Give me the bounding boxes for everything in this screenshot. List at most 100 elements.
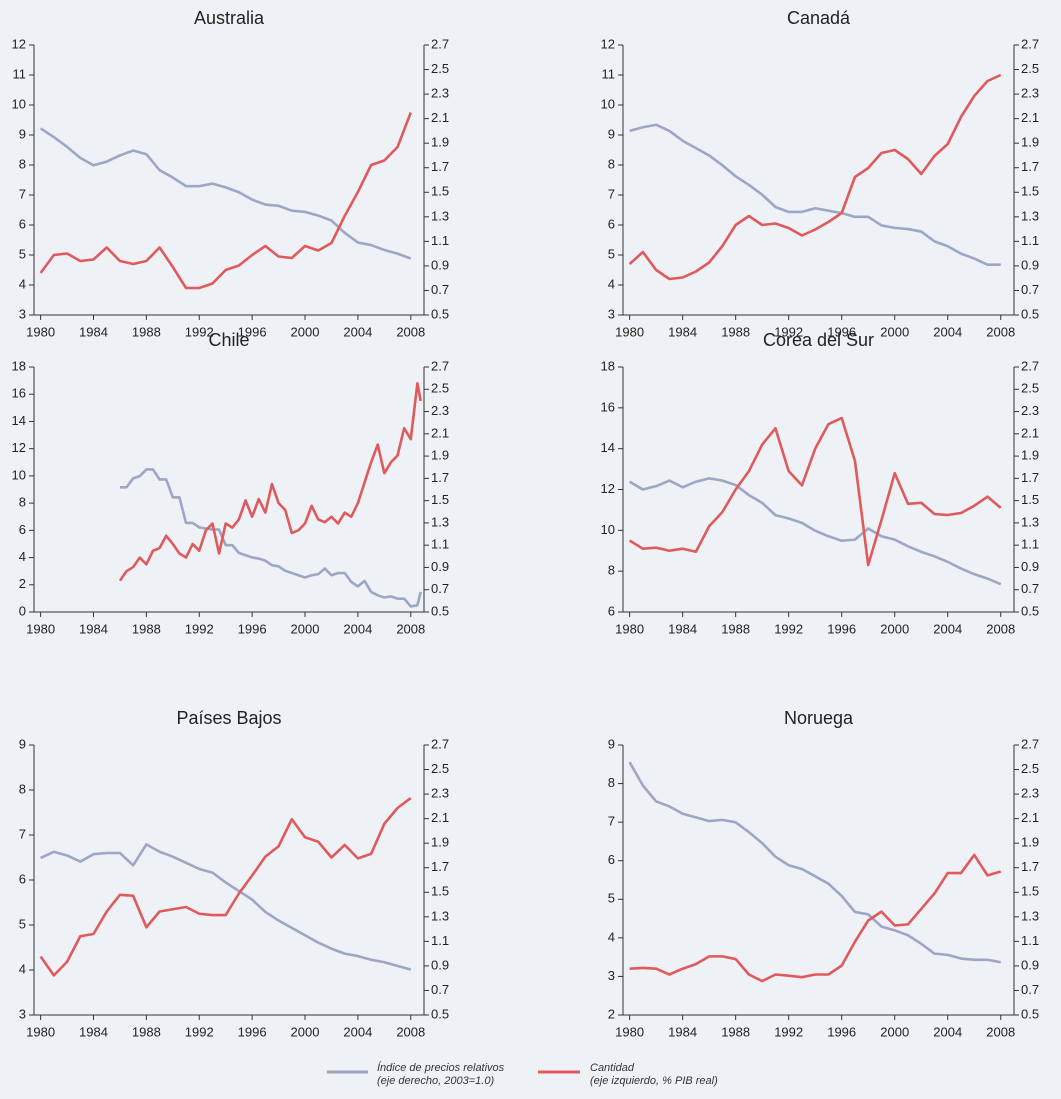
x-tick-label: 2008 [986, 1024, 1015, 1039]
y2-tick-label: 2.3 [1021, 786, 1039, 801]
y-tick-label: 8 [19, 495, 26, 510]
y-tick-label: 6 [608, 852, 615, 867]
y-tick-label: 8 [608, 563, 615, 578]
y2-tick-label: 1.7 [431, 859, 449, 874]
y2-tick-label: 0.5 [1021, 306, 1039, 321]
y2-tick-label: 2.1 [1021, 810, 1039, 825]
y2-tick-label: 1.1 [431, 233, 449, 248]
y2-tick-label: 2.5 [1021, 381, 1039, 396]
x-tick-label: 1992 [185, 324, 214, 339]
y-tick-label: 6 [608, 603, 615, 618]
y2-tick-label: 2.3 [1021, 86, 1039, 101]
data-line [628, 477, 1002, 586]
y-tick-label: 5 [608, 891, 615, 906]
y2-tick-label: 2.5 [1021, 61, 1039, 76]
x-tick-label: 2000 [291, 1024, 320, 1039]
y2-tick-label: 1.7 [1021, 859, 1039, 874]
y2-tick-label: 0.5 [431, 1006, 449, 1021]
y2-tick-label: 1.7 [1021, 470, 1039, 485]
x-tick-label: 1996 [827, 324, 856, 339]
y-tick-label: 10 [601, 96, 615, 111]
y-tick-label: 9 [608, 736, 615, 751]
y-tick-label: 7 [19, 186, 26, 201]
data-line [629, 853, 1002, 983]
x-tick-label: 1992 [185, 621, 214, 636]
legend-label: Cantidad [590, 1062, 635, 1074]
x-tick-label: 1980 [26, 1024, 55, 1039]
y2-tick-label: 2.1 [431, 110, 449, 125]
x-tick-label: 1980 [26, 324, 55, 339]
y-tick-label: 4 [608, 929, 615, 944]
y2-tick-label: 2.7 [431, 36, 449, 51]
y2-tick-label: 1.3 [1021, 514, 1039, 529]
x-tick-label: 1980 [615, 621, 644, 636]
y2-tick-label: 2.7 [1021, 358, 1039, 373]
y2-tick-label: 1.1 [1021, 537, 1039, 552]
y2-tick-label: 1.7 [1021, 159, 1039, 174]
y2-tick-label: 1.1 [1021, 933, 1039, 948]
data-line [39, 797, 412, 977]
legend-label: Índice de precios relativos [377, 1061, 505, 1074]
x-tick-label: 1984 [668, 1024, 697, 1039]
x-tick-label: 2000 [880, 621, 909, 636]
y-tick-label: 8 [608, 775, 615, 790]
y2-tick-label: 1.5 [431, 184, 449, 199]
y-tick-label: 12 [12, 36, 26, 51]
x-tick-label: 2000 [291, 621, 320, 636]
y-tick-label: 4 [19, 276, 26, 291]
data-line [628, 416, 1002, 567]
x-tick-label: 1992 [774, 621, 803, 636]
legend-detail: (eje izquierdo, % PIB real) [590, 1075, 718, 1087]
y-tick-label: 2 [19, 576, 26, 591]
y-tick-label: 2 [608, 1006, 615, 1021]
x-tick-label: 1992 [774, 1024, 803, 1039]
y-tick-label: 16 [601, 399, 615, 414]
x-tick-label: 1996 [238, 621, 267, 636]
y-tick-label: 4 [19, 549, 26, 564]
x-tick-label: 2004 [933, 1024, 962, 1039]
y-tick-label: 12 [601, 36, 615, 51]
x-tick-label: 1996 [827, 621, 856, 636]
x-tick-label: 2008 [396, 324, 425, 339]
y2-tick-label: 1.5 [1021, 492, 1039, 507]
x-tick-label: 1988 [721, 1024, 750, 1039]
y2-tick-label: 0.9 [1021, 559, 1039, 574]
y2-tick-label: 1.3 [431, 208, 449, 223]
chart-title: Chile [208, 330, 249, 350]
y2-tick-label: 0.9 [1021, 957, 1039, 972]
y-tick-label: 9 [19, 126, 26, 141]
y2-tick-label: 1.7 [431, 159, 449, 174]
x-tick-label: 2000 [880, 324, 909, 339]
x-tick-label: 1984 [79, 621, 108, 636]
y-tick-label: 18 [12, 358, 26, 373]
data-line [628, 73, 1002, 281]
y2-tick-label: 2.5 [431, 381, 449, 396]
data-line [40, 843, 412, 971]
y2-tick-label: 1.1 [431, 933, 449, 948]
y2-tick-label: 2.3 [1021, 403, 1039, 418]
chart-title: Países Bajos [176, 708, 281, 728]
y-tick-label: 6 [19, 522, 26, 537]
y-tick-label: 7 [608, 186, 615, 201]
y-tick-label: 10 [601, 522, 615, 537]
y2-tick-label: 2.7 [431, 358, 449, 373]
y-tick-label: 12 [601, 481, 615, 496]
x-tick-label: 1996 [827, 1024, 856, 1039]
y-tick-label: 5 [19, 916, 26, 931]
x-tick-label: 2008 [986, 621, 1015, 636]
y2-tick-label: 1.9 [431, 835, 449, 850]
y2-tick-label: 1.7 [431, 470, 449, 485]
x-tick-label: 2008 [396, 1024, 425, 1039]
y-tick-label: 10 [12, 96, 26, 111]
y2-tick-label: 1.5 [431, 884, 449, 899]
y2-tick-label: 2.5 [431, 761, 449, 776]
y2-tick-label: 1.9 [1021, 448, 1039, 463]
y-tick-label: 10 [12, 467, 26, 482]
y-tick-label: 9 [608, 126, 615, 141]
x-tick-label: 1984 [79, 1024, 108, 1039]
y2-tick-label: 2.1 [431, 425, 449, 440]
y-tick-label: 3 [19, 306, 26, 321]
y2-tick-label: 1.9 [431, 448, 449, 463]
y-tick-label: 12 [12, 440, 26, 455]
